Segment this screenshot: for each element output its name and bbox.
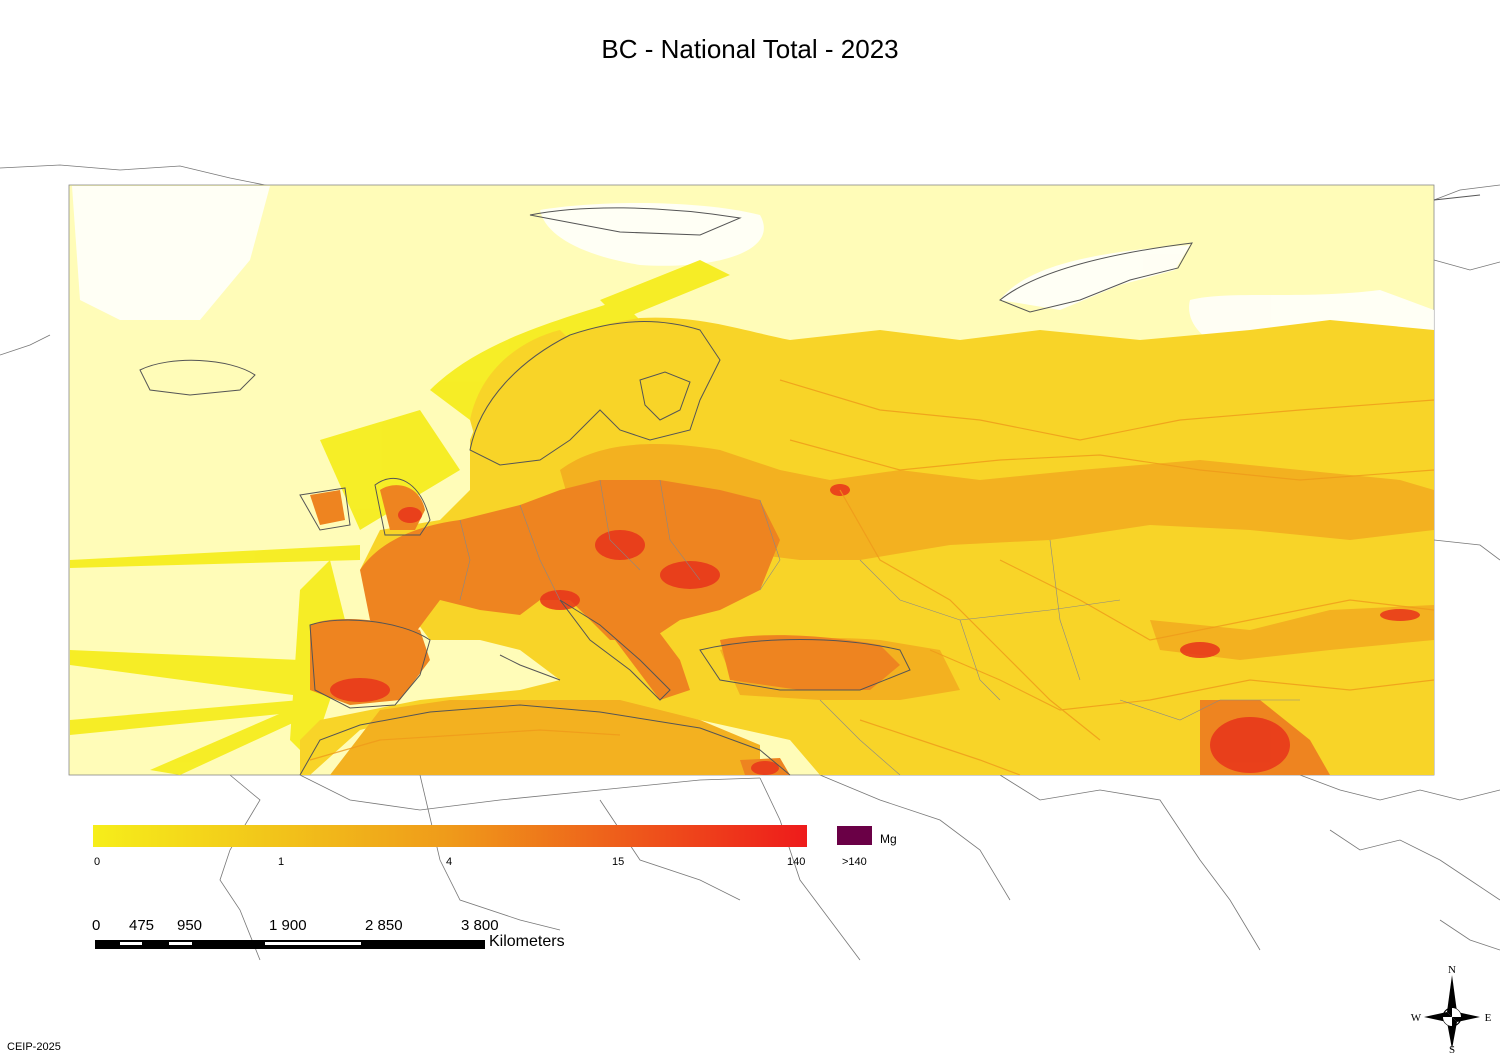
scale-label-1: 475	[129, 917, 155, 934]
scale-units: Kilometers	[489, 933, 565, 950]
credit-label: CEIP-2025	[7, 1041, 61, 1053]
map-title: BC - National Total - 2023	[601, 34, 899, 64]
legend-tick-1: 1	[278, 856, 285, 868]
land-emissions-high	[310, 480, 1330, 775]
legend-tick-4: 140	[787, 856, 806, 868]
background-coastlines	[0, 164, 1500, 961]
road-network	[309, 379, 1435, 776]
color-scale-bar	[93, 825, 807, 847]
legend-over-swatch	[837, 826, 872, 845]
scale-label-5: 3 800	[461, 917, 499, 934]
legend-tick-2: 4	[446, 856, 453, 868]
coastlines	[139, 194, 1481, 776]
scale-label-4: 2 850	[365, 917, 403, 934]
compass-n: N	[1448, 964, 1456, 976]
land-emissions-mid	[330, 444, 1434, 775]
legend-tick-0: 0	[94, 856, 101, 868]
scale-bar	[95, 940, 485, 949]
legend-over-label: >140	[842, 856, 867, 868]
compass-w: W	[1411, 1012, 1422, 1024]
scale-label-3: 1 900	[269, 917, 307, 934]
country-borders	[459, 479, 1300, 776]
compass-e: E	[1485, 1012, 1492, 1024]
legend-unit: Mg	[880, 832, 897, 846]
scale-label-0: 0	[92, 917, 101, 934]
north-arrow-icon: N S W E	[1411, 964, 1492, 1053]
legend-tick-3: 15	[612, 856, 625, 868]
scale-label-2: 950	[177, 917, 203, 934]
